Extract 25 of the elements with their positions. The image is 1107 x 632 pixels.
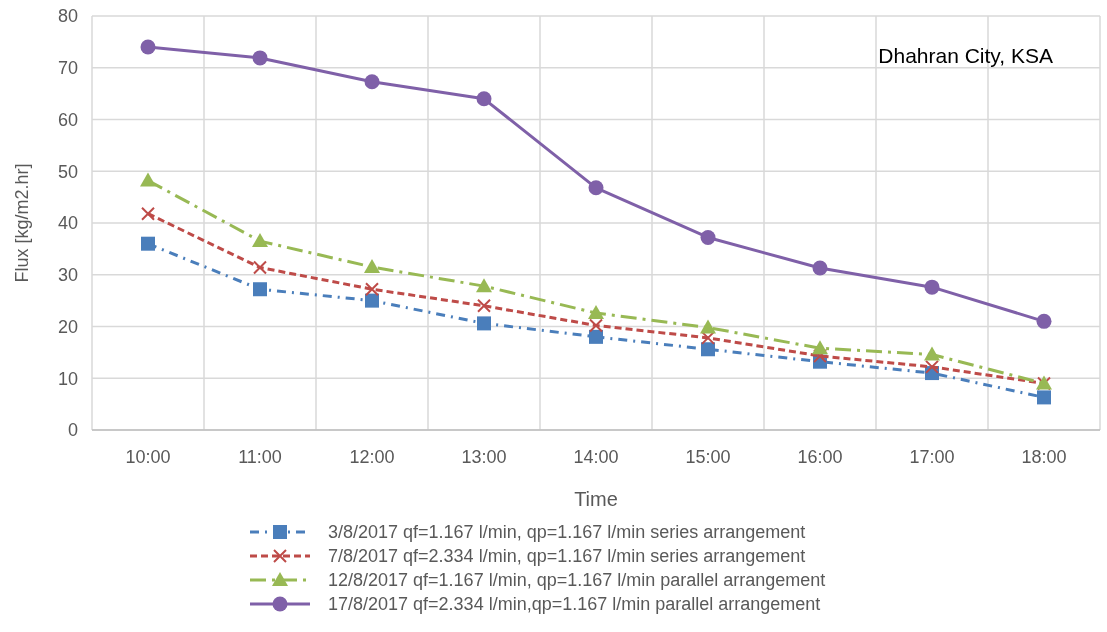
x-tick-label: 13:00 [461,447,507,467]
y-tick-label: 70 [57,58,78,79]
x-tick-label: 11:00 [238,447,282,467]
x-tick-label: 16:00 [797,447,843,467]
x-tick-label: 10:00 [125,447,171,467]
x-tick-label: 12:00 [349,447,395,467]
x-tick-label: 18:00 [1021,447,1067,467]
x-tick-label: 14:00 [573,447,619,467]
legend-label: 17/8/2017 qf=2.334 l/min,qp=1.167 l/min parallel arrangement [328,594,821,615]
x-tick-label: 17:00 [909,447,955,467]
y-tick-label: 20 [57,316,78,337]
y-tick-label: 30 [57,265,78,286]
legend-label: 7/8/2017 qf=2.334 l/min, qp=1.167 l/min series arrangement [328,546,806,567]
x-axis-title: Time [574,488,618,510]
y-tick-label: 80 [57,6,78,27]
y-tick-label: 10 [57,368,78,389]
x-tick-label: 15:00 [685,447,731,467]
annotation: Dhahran City, KSA [878,44,1053,67]
y-tick-label: 0 [67,420,78,441]
legend-label: 3/8/2017 qf=1.167 l/min, qp=1.167 l/min series arrangement [328,522,806,543]
y-tick-label: 40 [57,213,78,234]
legend-label: 12/8/2017 qf=1.167 l/min, qp=1.167 l/min parallel arrangement [328,570,826,591]
y-axis-title: Flux [kg/m2.hr] [12,163,32,283]
y-tick-label: 50 [57,161,78,182]
y-tick-label: 60 [57,109,78,130]
